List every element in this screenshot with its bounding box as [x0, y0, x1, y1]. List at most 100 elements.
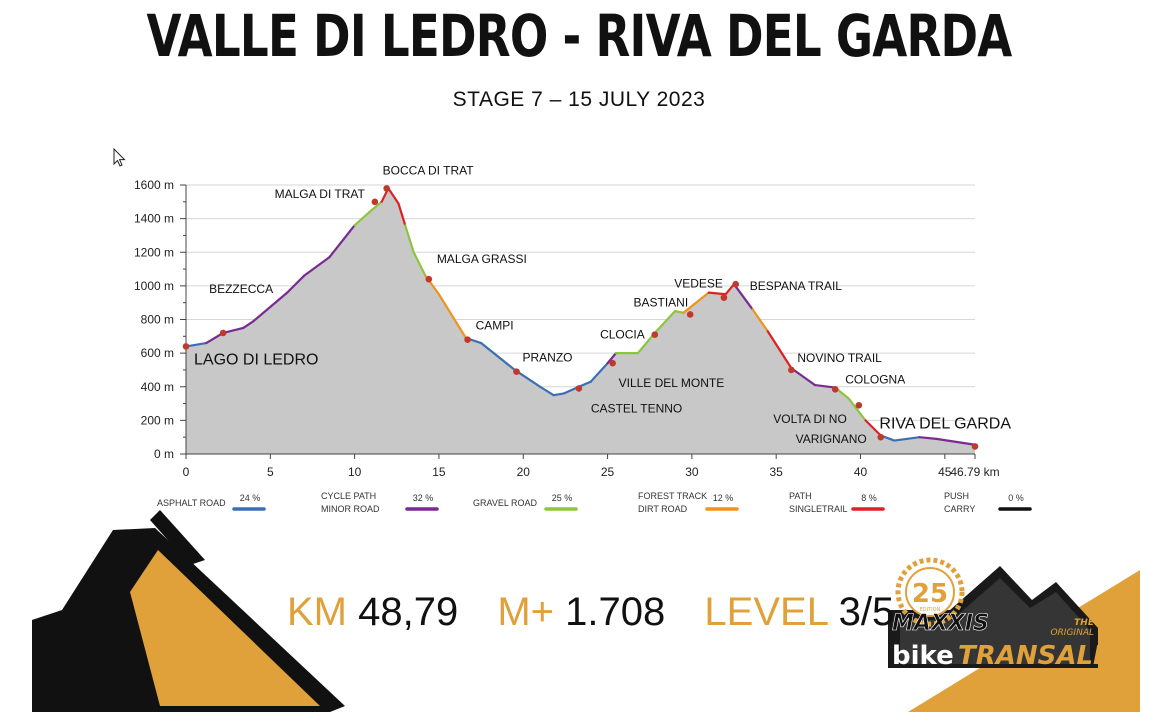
waypoint-marker	[720, 294, 728, 301]
legend-label-line2: MINOR ROAD	[321, 504, 380, 514]
profile-segment-cycle	[813, 383, 837, 389]
waypoint-label: RIVA DEL GARDA	[879, 415, 1011, 432]
profile-segment-path	[864, 419, 882, 437]
x-tick-label: 30	[685, 465, 699, 479]
waypoint-label: BASTIANI	[634, 295, 689, 309]
waypoint-marker	[788, 366, 795, 374]
elevation-gain-value: 1.708	[565, 590, 666, 634]
profile-segment-asphalt	[589, 362, 609, 383]
legend-label-line2: SINGLETRAIL	[789, 504, 848, 514]
profile-segment-cycle	[606, 352, 618, 365]
profile-segment-cycle	[790, 367, 817, 387]
waypoint-labels: LAGO DI LEDRO BEZZECCA MALGA DI TRAT BOCCA …	[194, 163, 1011, 446]
profile-segment-gravel	[847, 397, 867, 422]
y-tick-label: 600 m	[141, 346, 174, 360]
profile-segment-asphalt	[479, 341, 516, 372]
profile-segment-gravel	[404, 224, 415, 254]
x-tick-label: 5	[267, 465, 274, 479]
waypoint-label: MALGA GRASSI	[437, 252, 527, 266]
waypoint-marker	[513, 368, 520, 375]
waypoint-label: VOLTA DI NO	[773, 412, 847, 426]
legend-percent: 24 %	[240, 493, 261, 503]
level-value: 3/5	[838, 590, 895, 634]
profile-segment-cycle	[328, 224, 356, 259]
km-value: 48,79	[358, 590, 459, 634]
logo-edition: EDITION	[920, 607, 941, 613]
y-tick-label: 1600 m	[134, 178, 174, 192]
profile-segment-cycle	[935, 437, 977, 446]
logo-tagline-a: THE	[1074, 618, 1095, 628]
chart-legend: ASPHALT ROAD 24 % CYCLE PATH MINOR ROAD 32 %…	[157, 491, 1032, 514]
profile-segment-cycle	[221, 326, 245, 335]
waypoint-marker	[383, 185, 390, 192]
waypoint-label: CAMPI	[476, 319, 514, 333]
legend-label: FOREST TRACK	[638, 491, 707, 501]
waypoint-marker	[686, 311, 694, 318]
x-tick-label: 15	[432, 465, 446, 479]
logo-product-b: TRANSALP	[958, 641, 1112, 671]
legend-percent: 0 %	[1008, 493, 1024, 503]
waypoint-label: VARIGNANO	[796, 432, 867, 446]
x-tick-label: 20	[517, 465, 531, 479]
waypoint-marker	[732, 280, 740, 288]
profile-segment-gravel	[673, 309, 685, 314]
legend-percent: 12 %	[713, 493, 734, 503]
legend-label: PATH	[789, 491, 812, 501]
km-label: KM	[287, 590, 347, 634]
waypoint-label: BESPANA TRAIL	[750, 279, 843, 293]
x-tick-label: 35	[770, 465, 784, 479]
profile-segment-path	[724, 283, 736, 296]
legend-percent: 8 %	[861, 493, 877, 503]
waypoint-label: LAGO DI LEDRO	[194, 351, 318, 368]
waypoint-label: BEZZECCA	[209, 282, 273, 296]
waypoint-marker	[855, 401, 863, 409]
legend-label-line2: DIRT ROAD	[638, 504, 688, 514]
mountain-decoration-left	[32, 510, 345, 712]
x-tick-label: 45	[938, 465, 952, 479]
elevation-area	[186, 188, 975, 454]
waypoint-marker	[464, 336, 471, 343]
anniversary-gear-icon	[895, 557, 965, 627]
legend-label: ASPHALT ROAD	[157, 498, 226, 508]
y-tick-label: 400 m	[141, 380, 174, 394]
waypoint-label: COLOGNA	[845, 372, 905, 386]
chart-axes: 0 m 200 m 400 m 600 m 800 m 1000 m 1200 m 1400 …	[134, 178, 1000, 479]
profile-segment-cycle	[918, 436, 938, 440]
mouse-pointer-icon	[113, 148, 126, 167]
profile-segment-gravel	[353, 209, 373, 227]
page-title: VALLE DI LEDRO - RIVA DEL GARDA	[146, 2, 1012, 70]
profile-segment-asphalt	[184, 341, 208, 348]
y-tick-label: 1400 m	[134, 212, 174, 226]
logo-brand: MAXXIS	[892, 611, 989, 636]
waypoint-marker	[425, 275, 433, 283]
legend-percent: 25 %	[552, 493, 573, 503]
maxxis-bike-transalp-logo: 25 EDITION MAXXIS bike TRANSALP THE ORIG…	[888, 557, 1140, 712]
profile-segment-cycle	[252, 291, 289, 323]
waypoint-marker	[182, 343, 190, 350]
waypoint-marker	[651, 331, 659, 338]
waypoint-label: CASTEL TENNO	[591, 401, 682, 415]
profile-segment-path	[766, 330, 793, 370]
waypoint-label: MALGA DI TRAT	[275, 187, 366, 201]
waypoint-markers	[182, 185, 979, 450]
legend-label-line2: CARRY	[944, 504, 975, 514]
legend-percent: 32 %	[413, 493, 434, 503]
waypoint-marker	[831, 385, 839, 393]
y-tick-label: 1000 m	[134, 279, 174, 293]
waypoint-marker	[971, 443, 979, 450]
profile-segment-gravel	[653, 309, 677, 335]
profile-segment-forest	[682, 291, 710, 314]
profile-segment-asphalt	[552, 392, 565, 397]
profile-segment-cycle	[286, 274, 306, 294]
profile-segment-asphalt	[893, 436, 921, 442]
waypoint-label: VILLE DEL MONTE	[619, 376, 725, 390]
y-tick-label: 200 m	[141, 413, 174, 427]
waypoint-marker	[609, 359, 616, 367]
profile-segment-cycle	[242, 320, 255, 330]
waypoint-label: VEDESE	[674, 277, 723, 291]
profile-segment-asphalt	[539, 385, 555, 397]
profile-segment-cycle	[732, 283, 754, 311]
x-tick-label: 10	[348, 465, 362, 479]
y-tick-label: 0 m	[154, 447, 174, 461]
legend-label: PUSH	[944, 491, 969, 501]
